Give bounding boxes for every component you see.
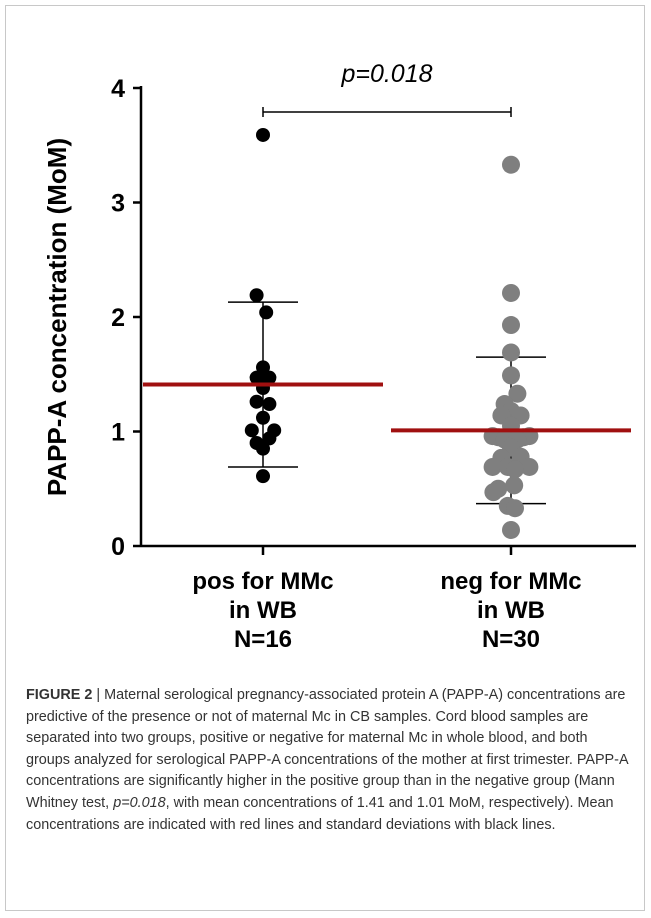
data-point-0-14 (256, 441, 270, 456)
figure-label: FIGURE 2 (26, 687, 93, 703)
data-point-0-1 (249, 288, 264, 303)
y-tick-label-3: 3 (111, 190, 125, 218)
x-category-label-1-line-0: neg for MMc (440, 568, 581, 595)
data-point-0-13 (262, 431, 277, 446)
caption-text-part2: , with mean concentrations of 1.41 and 1… (26, 794, 614, 833)
data-point-1-24 (505, 476, 524, 495)
data-point-0-3 (256, 360, 270, 375)
y-tick-label-2: 2 (111, 304, 125, 332)
data-point-1-2 (502, 316, 520, 335)
figure-frame: 0 1 2 3 4 PAPP-A concentration (MoM) pos for M… (5, 5, 645, 911)
figure-caption: FIGURE 2 | Maternal serological pregnanc… (26, 685, 632, 836)
data-point-0-8 (262, 397, 277, 412)
data-point-0-9 (256, 410, 270, 425)
data-point-0-5 (262, 370, 277, 385)
y-tick-label-1: 1 (111, 419, 125, 447)
data-point-0-7 (249, 394, 264, 409)
data-point-1-3 (502, 343, 520, 362)
data-point-0-2 (259, 305, 274, 320)
data-point-1-26 (484, 483, 503, 502)
data-point-1-29 (502, 520, 520, 539)
data-point-1-1 (502, 283, 520, 302)
data-point-1-21 (520, 457, 539, 476)
x-category-label-0-line-0: pos for MMc (192, 568, 333, 595)
data-point-1-23 (506, 460, 524, 479)
scatter-chart: 0 1 2 3 4 PAPP-A concentration (MoM) pos for M… (42, 60, 636, 653)
x-category-label-1-line-2: N=30 (482, 626, 540, 653)
data-point-1-5 (508, 384, 527, 403)
y-tick-label-0: 0 (111, 533, 125, 561)
data-point-1-4 (502, 366, 520, 385)
caption-text-part1: Maternal serological pregnancy-associate… (26, 687, 628, 811)
y-tick-label-4: 4 (111, 75, 125, 103)
x-category-label-0-line-2: N=16 (234, 626, 292, 653)
data-point-0-10 (244, 423, 259, 438)
data-point-1-0 (502, 155, 520, 174)
p-value-annotation: p=0.018 (340, 60, 432, 88)
data-point-0-0 (256, 127, 270, 142)
y-axis-label: PAPP-A concentration (MoM) (42, 138, 72, 496)
caption-separator: | (92, 687, 105, 703)
data-point-1-28 (506, 499, 524, 518)
x-category-label-0-line-1: in WB (229, 597, 297, 624)
caption-p-value: p=0.018 (113, 794, 166, 811)
data-point-0-4 (249, 370, 264, 385)
x-category-label-1-line-1: in WB (477, 597, 545, 624)
data-point-1-20 (483, 457, 502, 476)
data-point-0-15 (256, 469, 270, 484)
